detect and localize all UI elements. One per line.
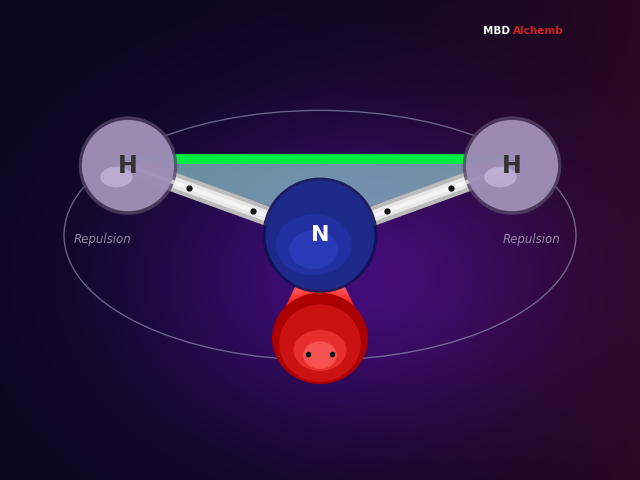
- Ellipse shape: [294, 280, 346, 297]
- Ellipse shape: [82, 120, 174, 211]
- Ellipse shape: [284, 302, 356, 320]
- Ellipse shape: [272, 293, 368, 384]
- Ellipse shape: [310, 247, 330, 264]
- Ellipse shape: [312, 243, 328, 260]
- Ellipse shape: [484, 167, 516, 187]
- Ellipse shape: [289, 292, 351, 310]
- Ellipse shape: [279, 304, 361, 382]
- Ellipse shape: [463, 116, 561, 215]
- Ellipse shape: [285, 300, 355, 318]
- Ellipse shape: [291, 286, 349, 303]
- Text: MBD: MBD: [483, 26, 510, 36]
- Ellipse shape: [301, 265, 339, 283]
- Ellipse shape: [303, 342, 337, 369]
- Text: N: N: [311, 225, 329, 245]
- Ellipse shape: [300, 268, 340, 285]
- Ellipse shape: [296, 278, 344, 295]
- Ellipse shape: [466, 120, 558, 211]
- Ellipse shape: [305, 260, 335, 277]
- Ellipse shape: [309, 249, 331, 266]
- Ellipse shape: [289, 290, 351, 307]
- Ellipse shape: [287, 294, 353, 312]
- Text: Repulsion: Repulsion: [502, 233, 560, 247]
- Ellipse shape: [289, 230, 338, 269]
- Text: Alchemb: Alchemb: [513, 26, 564, 36]
- Ellipse shape: [298, 274, 342, 291]
- Ellipse shape: [292, 284, 348, 301]
- Ellipse shape: [262, 178, 378, 293]
- Ellipse shape: [287, 296, 353, 313]
- Ellipse shape: [302, 264, 338, 281]
- Polygon shape: [128, 159, 512, 223]
- Ellipse shape: [294, 330, 346, 371]
- Text: H: H: [118, 154, 138, 178]
- Ellipse shape: [291, 288, 349, 305]
- Ellipse shape: [303, 262, 337, 279]
- Ellipse shape: [311, 245, 329, 263]
- Ellipse shape: [276, 215, 352, 275]
- Ellipse shape: [266, 180, 374, 290]
- Ellipse shape: [308, 252, 332, 269]
- Ellipse shape: [307, 255, 333, 273]
- Ellipse shape: [79, 116, 177, 215]
- Ellipse shape: [298, 272, 342, 289]
- Ellipse shape: [285, 298, 355, 315]
- Ellipse shape: [100, 167, 132, 187]
- Ellipse shape: [305, 257, 335, 275]
- Ellipse shape: [296, 276, 344, 293]
- Text: Repulsion: Repulsion: [74, 233, 131, 247]
- Ellipse shape: [300, 270, 340, 287]
- Ellipse shape: [294, 282, 346, 299]
- Ellipse shape: [307, 253, 333, 271]
- Text: H: H: [502, 154, 522, 178]
